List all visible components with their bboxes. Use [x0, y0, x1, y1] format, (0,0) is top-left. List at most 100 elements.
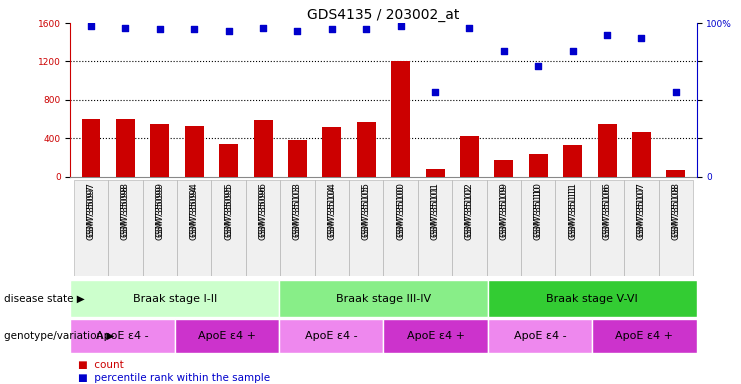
Bar: [246, 180, 280, 276]
Point: [360, 26, 372, 32]
Text: GSM735095: GSM735095: [224, 185, 233, 240]
Point: [85, 23, 97, 29]
Bar: [488, 280, 697, 317]
Text: ApoE ε4 +: ApoE ε4 +: [198, 331, 256, 341]
Bar: [488, 319, 592, 353]
Text: ■  count: ■ count: [78, 360, 124, 370]
Bar: [460, 136, 479, 177]
Bar: [384, 180, 418, 276]
Text: GSM735094: GSM735094: [190, 182, 199, 237]
Bar: [357, 122, 376, 177]
Text: GSM735103: GSM735103: [293, 182, 302, 237]
Text: ApoE ε4 -: ApoE ε4 -: [305, 331, 358, 341]
Bar: [590, 180, 624, 276]
Text: GSM735107: GSM735107: [637, 185, 646, 240]
Text: GSM735101: GSM735101: [431, 185, 439, 240]
Point: [464, 25, 476, 31]
Bar: [666, 170, 685, 177]
Text: GSM735108: GSM735108: [671, 182, 680, 237]
Text: GSM735099: GSM735099: [156, 182, 165, 237]
Bar: [632, 132, 651, 177]
Bar: [185, 126, 204, 177]
Bar: [563, 145, 582, 177]
Text: GSM735098: GSM735098: [121, 185, 130, 240]
Text: GSM735102: GSM735102: [465, 185, 474, 240]
Text: GSM735111: GSM735111: [568, 182, 577, 237]
Bar: [280, 180, 315, 276]
Text: GSM735095: GSM735095: [224, 182, 233, 237]
Bar: [150, 124, 169, 177]
Text: GSM735096: GSM735096: [259, 182, 268, 237]
Text: GSM735097: GSM735097: [87, 182, 96, 237]
Text: ApoE ε4 +: ApoE ε4 +: [615, 331, 674, 341]
Point: [119, 25, 131, 31]
Point: [532, 63, 544, 69]
Text: Braak stage I-II: Braak stage I-II: [133, 293, 217, 304]
Bar: [253, 120, 273, 177]
Point: [291, 28, 303, 34]
Bar: [108, 180, 142, 276]
Bar: [288, 140, 307, 177]
Bar: [70, 280, 279, 317]
Text: disease state ▶: disease state ▶: [4, 293, 84, 304]
Bar: [624, 180, 659, 276]
Text: GSM735094: GSM735094: [190, 185, 199, 240]
Bar: [391, 61, 410, 177]
Text: GSM735100: GSM735100: [396, 182, 405, 237]
Bar: [74, 180, 108, 276]
Text: GSM735108: GSM735108: [671, 185, 680, 240]
Bar: [487, 180, 521, 276]
Text: GSM735104: GSM735104: [328, 182, 336, 237]
Text: Braak stage V-VI: Braak stage V-VI: [546, 293, 638, 304]
Text: Braak stage III-IV: Braak stage III-IV: [336, 293, 431, 304]
Bar: [177, 180, 211, 276]
Text: ApoE ε4 +: ApoE ε4 +: [407, 331, 465, 341]
Text: GSM735109: GSM735109: [499, 185, 508, 240]
Point: [154, 26, 166, 32]
Text: GSM735096: GSM735096: [259, 185, 268, 240]
Bar: [556, 180, 590, 276]
Point: [567, 48, 579, 54]
Text: GSM735107: GSM735107: [637, 182, 646, 237]
Bar: [659, 180, 693, 276]
Text: GSM735102: GSM735102: [465, 182, 474, 237]
Bar: [494, 161, 514, 177]
Title: GDS4135 / 203002_at: GDS4135 / 203002_at: [308, 8, 459, 22]
Bar: [349, 180, 383, 276]
Text: genotype/variation ▶: genotype/variation ▶: [4, 331, 114, 341]
Bar: [425, 169, 445, 177]
Text: GSM735110: GSM735110: [534, 185, 543, 240]
Bar: [70, 319, 175, 353]
Point: [498, 48, 510, 54]
Text: ApoE ε4 -: ApoE ε4 -: [514, 331, 566, 341]
Bar: [315, 180, 349, 276]
Point: [223, 28, 235, 34]
Text: GSM735105: GSM735105: [362, 185, 370, 240]
Bar: [322, 127, 342, 177]
Bar: [82, 119, 101, 177]
Bar: [175, 319, 279, 353]
Text: GSM735103: GSM735103: [293, 185, 302, 240]
Point: [326, 26, 338, 32]
Text: GSM735104: GSM735104: [328, 185, 336, 240]
Text: GSM735110: GSM735110: [534, 182, 543, 237]
Text: GSM735106: GSM735106: [602, 185, 611, 240]
Text: ApoE ε4 -: ApoE ε4 -: [96, 331, 149, 341]
Bar: [219, 144, 238, 177]
Text: GSM735100: GSM735100: [396, 185, 405, 240]
Point: [429, 89, 441, 95]
Bar: [529, 154, 548, 177]
Bar: [211, 180, 246, 276]
Point: [188, 26, 200, 32]
Text: GSM735106: GSM735106: [602, 182, 611, 237]
Point: [670, 89, 682, 95]
Bar: [592, 319, 697, 353]
Text: GSM735097: GSM735097: [87, 185, 96, 240]
Bar: [521, 180, 556, 276]
Bar: [452, 180, 487, 276]
Point: [257, 25, 269, 31]
Text: GSM735098: GSM735098: [121, 182, 130, 237]
Bar: [116, 119, 135, 177]
Text: GSM735111: GSM735111: [568, 185, 577, 240]
Text: GSM735105: GSM735105: [362, 182, 370, 237]
